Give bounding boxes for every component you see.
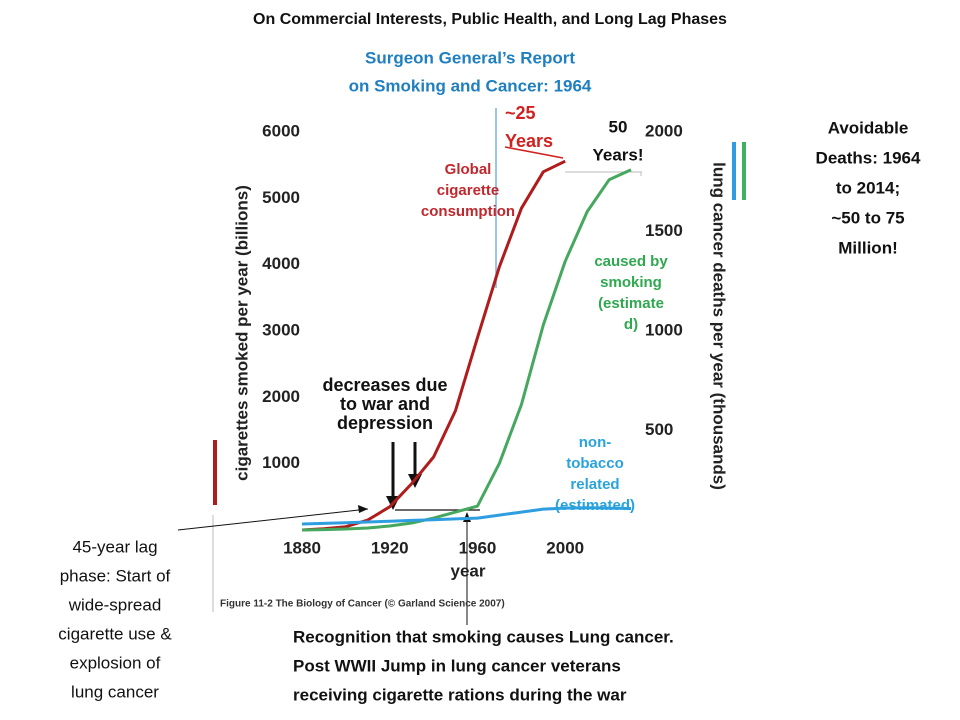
red-arrow bbox=[504, 146, 564, 159]
annotation: tobacco bbox=[566, 455, 624, 472]
x-tick-label: 1960 bbox=[459, 538, 497, 557]
green-bar bbox=[742, 142, 746, 200]
y-tick-label: 1000 bbox=[262, 453, 300, 472]
avoidable-deaths: to 2014; bbox=[836, 178, 900, 197]
arrow-head bbox=[358, 505, 368, 513]
annotation: decreases due bbox=[322, 375, 447, 395]
lag-45: wide-spread bbox=[68, 595, 162, 614]
annotation: smoking bbox=[600, 274, 662, 291]
x-tick-label: 1880 bbox=[283, 538, 321, 557]
x-tick-label: 1920 bbox=[371, 538, 409, 557]
annotation: consumption bbox=[421, 203, 515, 220]
y2-axis-title: lung cancer deaths per year (thousands) bbox=[710, 162, 729, 490]
lag-50: 50 bbox=[609, 117, 628, 136]
surgeon-general: Surgeon General’s Report bbox=[365, 48, 575, 67]
avoidable-deaths: Avoidable bbox=[828, 118, 909, 137]
annotation: related bbox=[570, 476, 619, 493]
annotation: d) bbox=[624, 316, 638, 333]
lag-25: Years bbox=[505, 131, 553, 151]
series-line bbox=[301, 506, 632, 526]
recognition: Post WWII Jump in lung cancer veterans bbox=[293, 656, 621, 675]
lag-45: phase: Start of bbox=[60, 566, 171, 585]
annotation: cigarette bbox=[437, 182, 500, 199]
lag-45: 45-year lag bbox=[72, 537, 157, 556]
x-tick-label: 2000 bbox=[546, 538, 584, 557]
y-axis-title: cigarettes smoked per year (billions) bbox=[232, 185, 251, 481]
annotation: (estimated) bbox=[555, 497, 635, 514]
recognition: receiving cigarette rations during the w… bbox=[293, 685, 627, 704]
blue-bar bbox=[732, 142, 736, 200]
y-tick-label: 5000 bbox=[262, 188, 300, 207]
avoidable-deaths: Million! bbox=[838, 238, 897, 257]
series-line bbox=[301, 159, 566, 532]
annotation: non- bbox=[579, 434, 611, 451]
pointer-line bbox=[177, 508, 369, 531]
annotation: depression bbox=[337, 413, 433, 433]
y2-tick-label: 1500 bbox=[645, 221, 683, 240]
annotation: caused by bbox=[594, 253, 668, 270]
lag-25: ~25 bbox=[505, 103, 536, 123]
caption: Figure 11-2 The Biology of Cancer (© Gar… bbox=[220, 599, 505, 610]
annotation: to war and bbox=[340, 394, 430, 414]
y2-tick-label: 500 bbox=[645, 420, 673, 439]
x-axis-title: year bbox=[451, 561, 486, 580]
avoidable-deaths: ~50 to 75 bbox=[831, 208, 904, 227]
y-tick-label: 2000 bbox=[262, 387, 300, 406]
y-tick-label: 6000 bbox=[262, 121, 300, 140]
y-tick-label: 3000 bbox=[262, 320, 300, 339]
lag-45: lung cancer bbox=[71, 682, 159, 701]
series-line bbox=[301, 168, 632, 532]
annotation: (estimate bbox=[598, 295, 664, 312]
lag-45: cigarette use & bbox=[58, 624, 172, 643]
y2-tick-label: 2000 bbox=[645, 121, 683, 140]
slide-title: On Commercial Interests, Public Health, … bbox=[253, 11, 727, 28]
lag-50: Years! bbox=[592, 145, 643, 164]
annotation: Global bbox=[445, 161, 492, 178]
lag-45: explosion of bbox=[70, 653, 161, 672]
y-tick-label: 4000 bbox=[262, 254, 300, 273]
y2-tick-label: 1000 bbox=[645, 320, 683, 339]
recognition: Recognition that smoking causes Lung can… bbox=[293, 627, 674, 646]
avoidable-deaths: Deaths: 1964 bbox=[816, 148, 921, 167]
surgeon-general: on Smoking and Cancer: 1964 bbox=[349, 76, 592, 95]
red-bar bbox=[213, 440, 217, 505]
